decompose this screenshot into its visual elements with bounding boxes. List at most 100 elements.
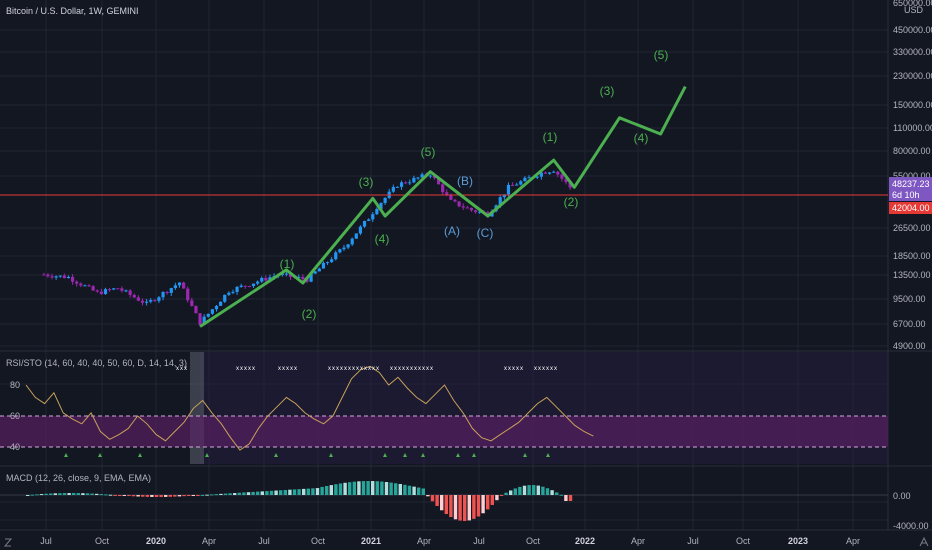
candle-body bbox=[358, 226, 363, 234]
future-wave-label-2: (2) bbox=[564, 195, 579, 209]
macd-bar bbox=[380, 481, 384, 495]
candle-body bbox=[79, 283, 83, 286]
macd-bar bbox=[141, 495, 145, 497]
candle-body bbox=[416, 177, 420, 179]
rsi-title: RSI/STO (14, 60, 40, 40, 50, 60, D, 14, … bbox=[6, 358, 187, 368]
elliott-wave-line[interactable] bbox=[199, 85, 687, 328]
candle-body bbox=[441, 184, 445, 193]
candle-body bbox=[568, 182, 572, 188]
future-wave-label-3: (3) bbox=[600, 84, 615, 98]
macd-bar bbox=[458, 495, 462, 521]
candle-body bbox=[527, 177, 531, 179]
rsi-sell-marker: x bbox=[328, 366, 331, 372]
rsi-sell-marker: x bbox=[398, 366, 401, 372]
macd-bar bbox=[426, 495, 430, 497]
rsi-buy-marker bbox=[456, 453, 460, 457]
line-price-badge bbox=[889, 202, 932, 214]
macd-bar bbox=[545, 488, 550, 495]
macd-bar bbox=[430, 495, 435, 502]
candle-body bbox=[334, 252, 338, 260]
rsi-tick: 80 bbox=[10, 380, 20, 390]
wave-label-b: (B) bbox=[457, 174, 473, 188]
macd-bar bbox=[568, 495, 573, 501]
macd-bar bbox=[136, 495, 140, 497]
rsi-axis[interactable]: 80 60 40 bbox=[10, 380, 20, 452]
currency-label: USD bbox=[904, 5, 924, 15]
macd-bar bbox=[435, 495, 439, 506]
rsi-sell-marker: x bbox=[538, 366, 541, 372]
macd-bar bbox=[555, 492, 559, 495]
candle-body bbox=[140, 300, 145, 303]
rsi-sell-marker: x bbox=[376, 366, 379, 372]
candle-body bbox=[145, 301, 149, 303]
macd-bar bbox=[412, 486, 416, 495]
candle-body bbox=[132, 294, 136, 298]
rsi-sell-marker: x bbox=[410, 366, 413, 372]
wave-label-group: (1) (2) (3) (4) (5) (1) (2) (3) (4) (5) bbox=[280, 48, 669, 321]
rsi-buy-marker bbox=[523, 453, 527, 457]
candle-body bbox=[445, 192, 449, 195]
candle-body bbox=[231, 291, 235, 293]
macd-bar bbox=[522, 485, 527, 495]
candle-body bbox=[264, 277, 268, 281]
rsi-sell-marker: x bbox=[368, 366, 371, 372]
candle-body bbox=[186, 288, 190, 301]
price-tick: 13500.00 bbox=[893, 270, 931, 280]
price-tick: 230000.00 bbox=[893, 71, 932, 81]
candle-body bbox=[161, 292, 165, 298]
macd-bar bbox=[191, 495, 195, 496]
macd-bar bbox=[58, 493, 62, 495]
macd-bar bbox=[228, 493, 232, 495]
candle-body bbox=[58, 275, 62, 277]
rsi-sell-marker: x bbox=[550, 366, 553, 372]
macd-bar bbox=[260, 491, 264, 495]
rsi-sell-marker: x bbox=[554, 366, 557, 372]
macd-bar bbox=[384, 482, 389, 495]
macd-bar bbox=[168, 495, 172, 497]
candle-body bbox=[317, 268, 321, 272]
candle-body bbox=[449, 194, 453, 200]
candle-body bbox=[564, 178, 568, 183]
time-label: Jul bbox=[687, 536, 699, 546]
candle-body bbox=[75, 281, 79, 284]
macd-bar bbox=[417, 487, 421, 495]
price-tick: 55000.00 bbox=[893, 171, 931, 181]
price-tick: 4900.00 bbox=[893, 341, 926, 351]
macd-bar bbox=[467, 495, 471, 521]
candle-body bbox=[202, 316, 206, 325]
macd-bar bbox=[550, 490, 554, 495]
rsi-sell-marker: x bbox=[422, 366, 425, 372]
auto-scale-icon[interactable] bbox=[918, 536, 930, 548]
rsi-sell-marker: x bbox=[286, 366, 289, 372]
future-wave-label-5: (5) bbox=[654, 48, 669, 62]
candle-body bbox=[473, 210, 478, 213]
candle-body bbox=[506, 184, 511, 195]
time-label: 2021 bbox=[361, 536, 381, 546]
wave-label-a: (A) bbox=[444, 224, 460, 238]
rsi-sell-marker: x bbox=[508, 366, 511, 372]
macd-bar bbox=[72, 493, 76, 495]
macd-bar bbox=[444, 495, 448, 515]
macd-bar bbox=[274, 490, 278, 495]
rsi-sell-marker: x bbox=[414, 366, 417, 372]
rsi-buy-marker bbox=[472, 453, 476, 457]
bar-countdown: 6d 10h bbox=[892, 190, 920, 200]
candle-body bbox=[46, 274, 50, 277]
macd-tick: 0.00 bbox=[893, 491, 911, 501]
price-tick: 6700.00 bbox=[893, 319, 926, 329]
macd-bar bbox=[214, 494, 218, 496]
candle-body bbox=[194, 305, 198, 314]
price-axis[interactable]: 650000.00 USD 450000.00 330000.00 230000… bbox=[893, 0, 932, 351]
macd-axis[interactable]: 0.00 -4000.00 bbox=[893, 491, 929, 531]
time-axis[interactable]: Jul Oct 2020 Apr Jul Oct 2021 Apr Jul Oc… bbox=[40, 536, 860, 546]
macd-histogram bbox=[26, 481, 573, 521]
macd-bar bbox=[187, 495, 191, 496]
candle-body bbox=[190, 300, 194, 306]
zoom-icon[interactable] bbox=[2, 536, 14, 548]
candle-body bbox=[136, 297, 140, 301]
candle-body bbox=[177, 282, 182, 286]
candle-body bbox=[375, 208, 379, 215]
rsi-sell-marker: x bbox=[504, 366, 507, 372]
macd-bar bbox=[490, 495, 494, 505]
